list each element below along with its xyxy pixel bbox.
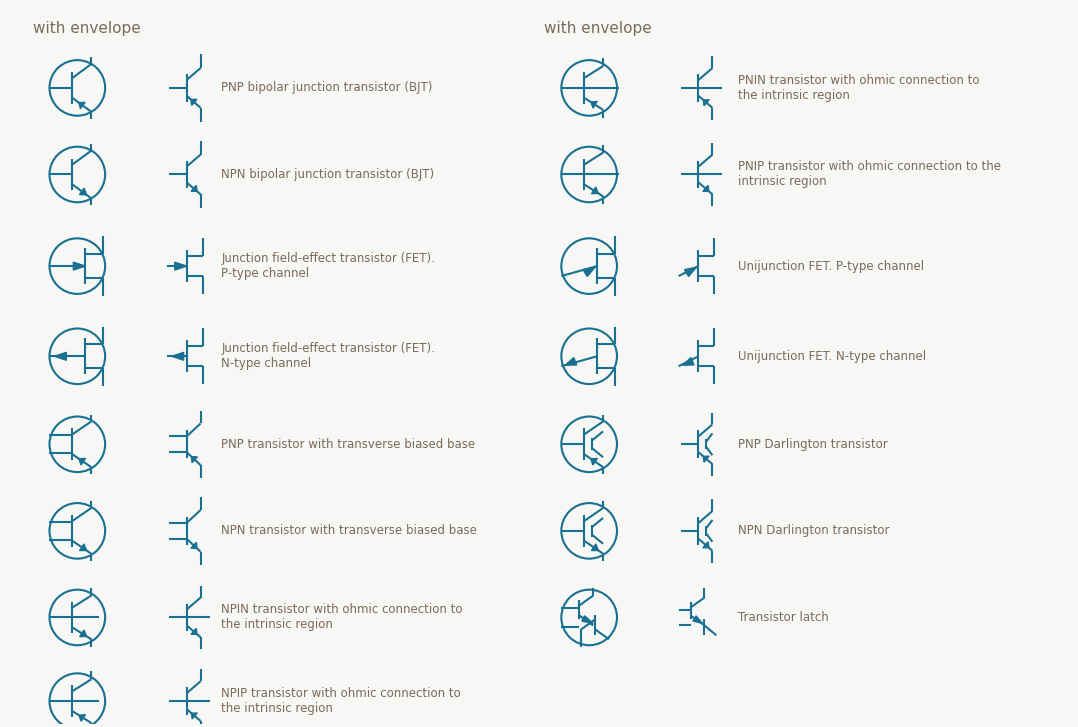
Polygon shape: [583, 267, 595, 276]
Polygon shape: [703, 542, 709, 547]
Text: Transistor latch: Transistor latch: [738, 611, 829, 624]
Polygon shape: [565, 358, 577, 365]
Text: with envelope: with envelope: [544, 20, 652, 36]
Polygon shape: [703, 100, 709, 105]
Text: Junction field-effect transistor (FET).
P-type channel: Junction field-effect transistor (FET). …: [221, 252, 436, 280]
Polygon shape: [191, 100, 197, 105]
Polygon shape: [192, 713, 197, 719]
Text: with envelope: with envelope: [32, 20, 140, 36]
Polygon shape: [171, 353, 183, 361]
Polygon shape: [55, 353, 67, 361]
Polygon shape: [685, 267, 696, 276]
Polygon shape: [192, 457, 197, 462]
Polygon shape: [191, 185, 197, 191]
Polygon shape: [191, 542, 197, 548]
Polygon shape: [79, 715, 85, 721]
Text: NPN bipolar junction transistor (BJT): NPN bipolar junction transistor (BJT): [221, 168, 434, 181]
Text: PNIN transistor with ohmic connection to
the intrinsic region: PNIN transistor with ohmic connection to…: [738, 74, 980, 102]
Text: PNP bipolar junction transistor (BJT): PNP bipolar junction transistor (BJT): [221, 81, 432, 95]
Text: Unijunction FET. N-type channel: Unijunction FET. N-type channel: [738, 350, 926, 363]
Polygon shape: [591, 459, 597, 465]
Text: NPN Darlington transistor: NPN Darlington transistor: [738, 524, 889, 537]
Polygon shape: [80, 188, 86, 195]
Polygon shape: [80, 630, 86, 637]
Polygon shape: [703, 456, 709, 462]
Polygon shape: [591, 101, 597, 108]
Text: NPN transistor with transverse biased base: NPN transistor with transverse biased ba…: [221, 524, 478, 537]
Polygon shape: [175, 262, 186, 270]
Polygon shape: [703, 185, 709, 191]
Polygon shape: [80, 544, 86, 550]
Polygon shape: [592, 544, 598, 550]
Text: PNP Darlington transistor: PNP Darlington transistor: [738, 438, 888, 451]
Text: PNIP transistor with ohmic connection to the
intrinsic region: PNIP transistor with ohmic connection to…: [738, 161, 1001, 188]
Text: Unijunction FET. P-type channel: Unijunction FET. P-type channel: [738, 260, 924, 273]
Polygon shape: [73, 262, 85, 270]
Polygon shape: [79, 103, 85, 108]
Text: PNP transistor with transverse biased base: PNP transistor with transverse biased ba…: [221, 438, 475, 451]
Polygon shape: [592, 187, 598, 193]
Polygon shape: [582, 616, 593, 624]
Text: NPIP transistor with ohmic connection to
the intrinsic region: NPIP transistor with ohmic connection to…: [221, 687, 461, 715]
Text: NPIN transistor with ohmic connection to
the intrinsic region: NPIN transistor with ohmic connection to…: [221, 603, 462, 632]
Polygon shape: [693, 616, 703, 624]
Polygon shape: [191, 628, 197, 635]
Polygon shape: [79, 459, 85, 465]
Polygon shape: [682, 358, 694, 365]
Text: Junction field-effect transistor (FET).
N-type channel: Junction field-effect transistor (FET). …: [221, 342, 436, 370]
